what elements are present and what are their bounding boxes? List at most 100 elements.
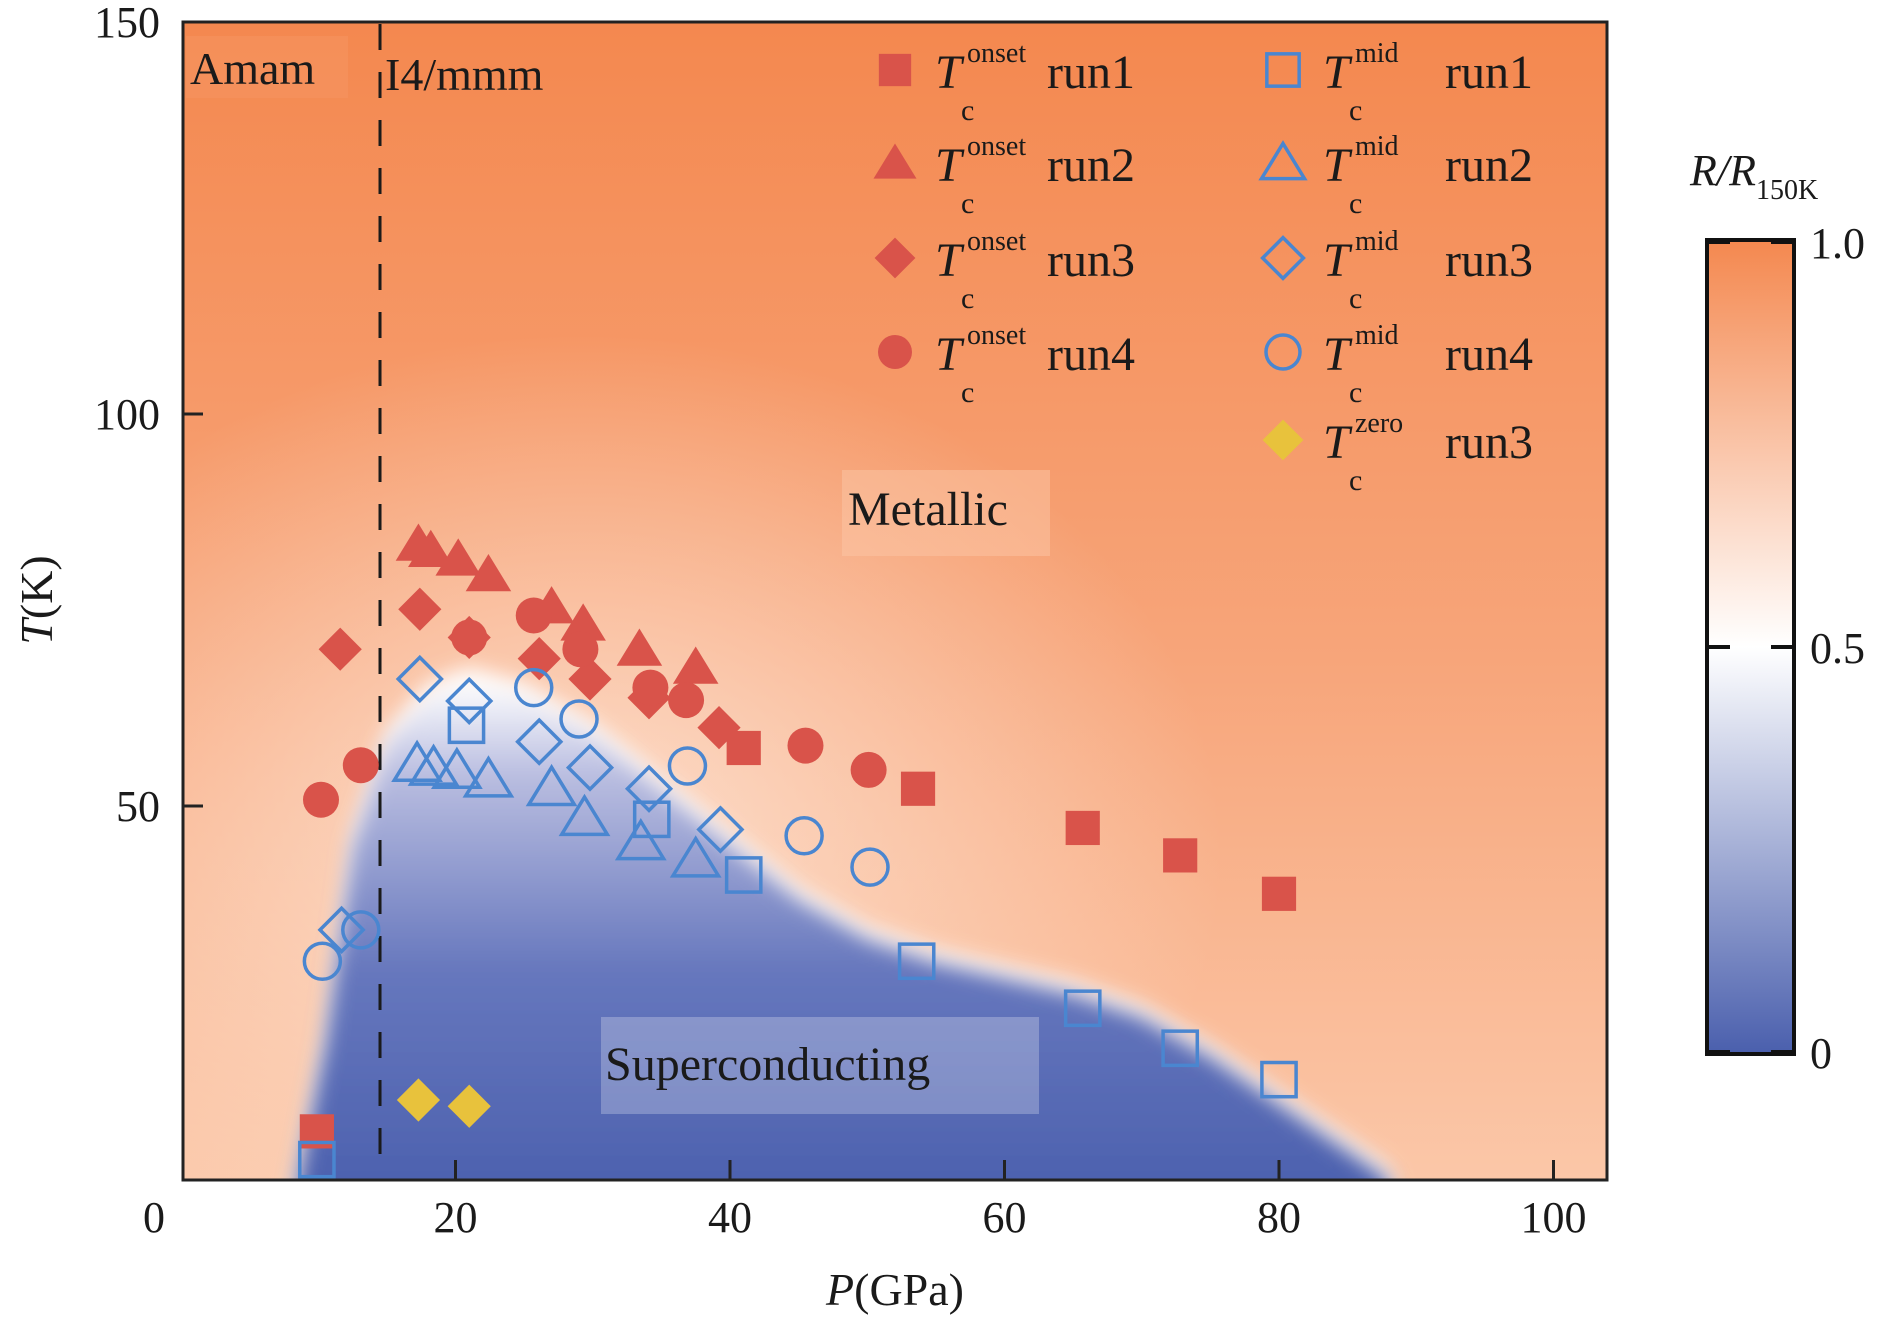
data-point-mid-run3-diamond [515,717,564,766]
legend-run: run3 [1047,234,1135,287]
legend-run: run1 [1445,46,1533,99]
data-point-zero-run3-diamond [396,1078,441,1122]
x-axis-label-unit: (GPa) [854,1264,964,1315]
legend-marker-circle [1264,333,1302,371]
legend-label: T [935,328,965,381]
data-point-mid-run3-diamond [395,654,444,704]
data-point-onset-run4-circle [451,619,488,656]
x-tick-label: 80 [1257,1193,1301,1242]
legend-marker-diamond [874,237,916,279]
data-point-mid-run2-triangle [614,818,667,861]
x-tick-label: 0 [143,1193,165,1242]
data-point-mid-run4-circle [302,941,343,981]
legend-label: T [935,139,965,192]
legend-symbol: T [1323,328,1353,381]
data-point-mid-run2-triangle [525,763,578,807]
series-mid-run4 [302,667,890,981]
legend-superscript: onset [967,131,1026,162]
series-mid-run2 [391,739,722,878]
legend-subscript: c [1349,187,1362,220]
data-point-onset-run4-circle [342,747,379,784]
legend-symbol: T [1323,234,1353,287]
data-point-onset-run2-triangle [408,529,454,567]
legend-label: T [1323,234,1353,287]
legend-label: T [1323,416,1353,469]
data-point-onset-run4-circle [787,727,824,764]
y-axis-label-symbol: T [11,616,62,645]
data-point-onset-run1-square [1261,876,1297,911]
colorbar-title-sub: 150K [1756,175,1818,206]
data-point-onset-run3-diamond [697,706,741,750]
data-point-onset-run2-triangle [616,628,663,666]
legend-run: run4 [1445,328,1533,381]
legend-superscript: mid [1355,226,1399,257]
legend-marker-triangle [873,143,917,179]
y-axis-label-unit: (K) [11,555,62,619]
data-point-mid-run3-diamond [696,805,745,854]
data-point-onset-run2-triangle [465,554,512,592]
data-point-onset-run4-circle [515,597,552,634]
amam-label-box [186,36,348,98]
data-point-mid-run4-circle [850,847,890,887]
y-axis-ticks: 50 100 150 [94,0,203,831]
colorbar-title-main: R/R [1689,146,1756,195]
legend-marker-diamond [1260,235,1306,281]
data-point-mid-run1-square [897,942,936,981]
data-point-mid-run1-square [447,706,486,745]
legend-subscript: c [1349,464,1362,497]
colorbar-title: R/R150K [1689,146,1818,206]
x-axis-label: P(GPa) [825,1264,964,1315]
legend-subscript: c [1349,282,1362,315]
legend-subscript: c [961,94,974,127]
legend-symbol: T [935,328,965,381]
legend-symbol: T [1323,416,1353,469]
data-point-mid-run2-triangle [558,793,611,837]
legend-symbol: T [1323,139,1353,192]
data-point-mid-run2-triangle [669,835,722,878]
legend-superscript: mid [1355,320,1399,351]
data-point-onset-run4-circle [302,781,339,818]
data-point-mid-run3-diamond [317,905,366,954]
data-point-onset-run4-circle [668,682,705,719]
series-onset-run4 [302,597,887,818]
x-tick-label: 60 [983,1193,1027,1242]
legend-run: run3 [1445,416,1533,469]
legend-superscript: onset [967,226,1026,257]
legend-label: T [935,234,965,287]
y-axis-label: T(K) [11,555,62,644]
series-mid-run1 [298,706,1298,1179]
data-point-mid-run4-circle [559,699,599,739]
series-mid-run3 [317,654,745,954]
series-zero-run3 [396,1078,491,1128]
data-point-mid-run3-diamond [565,743,615,792]
legend-label: T [1323,139,1353,192]
data-point-mid-run2-triangle [462,755,515,798]
legend-run: run2 [1047,139,1135,192]
data-point-onset-run2-triangle [435,538,482,576]
colorbar-ticks: 0 0.5 1.0 [1707,219,1865,1078]
legend-superscript: mid [1355,131,1399,162]
data-point-onset-run4-circle [850,751,887,788]
data-point-onset-run4-circle [562,631,599,668]
legend-symbol: T [1323,46,1353,99]
amam-phase-label: Amam [190,43,315,94]
legend-symbol: T [935,234,965,287]
data-point-mid-run2-triangle [407,743,460,786]
legend-superscript: zero [1355,408,1403,439]
colorbar: R/R150K 0 0.5 1.0 [1689,146,1865,1078]
y-tick-label: 50 [116,782,160,831]
data-point-mid-run4-circle [513,667,554,708]
y-tick-label: 100 [94,390,160,439]
legend-marker-square [1265,52,1301,88]
data-point-onset-run1-square [1065,810,1100,846]
y-tick-label: 150 [94,0,160,47]
legend-marker-circle [878,335,912,369]
legend-symbol: T [935,139,965,192]
data-point-mid-run3-diamond [445,676,494,726]
legend-label: T [1323,46,1353,99]
data-point-onset-run1-square [726,730,761,766]
x-tick-label: 40 [708,1193,752,1242]
